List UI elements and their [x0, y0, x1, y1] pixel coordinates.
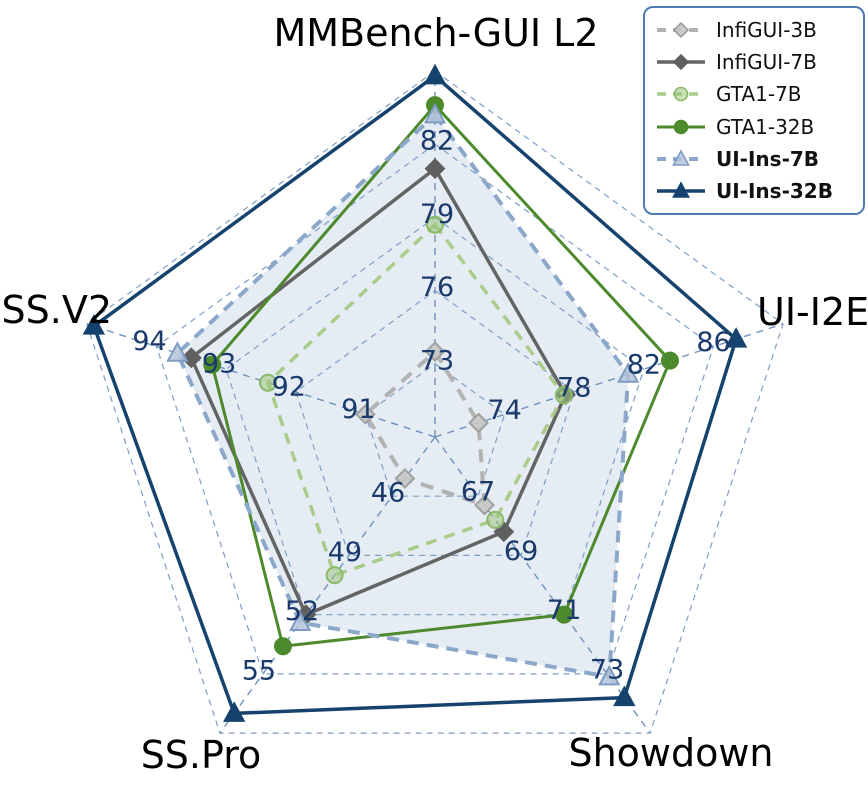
tick-label: 91 [341, 394, 375, 425]
series-GTA1-32B [203, 96, 679, 656]
series-marker-diamond-InfiGUI-3B [474, 494, 495, 516]
series-marker-diamond-InfiGUI-7B [424, 158, 446, 180]
legend-label: GTA1-7B [716, 82, 802, 107]
axis-label-ss-pro: SS.Pro [141, 733, 262, 777]
legend-marker-triangle [672, 149, 690, 166]
legend-marker-circle [673, 119, 689, 134]
grid-ring [364, 363, 506, 497]
legend: InfiGUI-3B InfiGUI-7B GTA1-7B GTA1-32B UI-In… [643, 6, 865, 215]
series-marker-circle-GTA1-7B [486, 510, 505, 529]
tick-label: 79 [420, 199, 454, 230]
series-line-UI-Ins-32B [92, 74, 738, 716]
tick-label: 73 [420, 345, 454, 376]
tick-label: 82 [420, 126, 454, 157]
series-marker-diamond-InfiGUI-3B [468, 412, 489, 434]
legend-label: UI-Ins-32B [716, 178, 833, 203]
tick-label: 76 [420, 272, 454, 303]
tick-label: 67 [461, 477, 495, 508]
series-marker-triangle-UI-Ins-32B [223, 701, 246, 722]
series-marker-triangle-UI-Ins-32B [423, 63, 447, 85]
legend-marker-diamond [672, 54, 690, 71]
series-marker-triangle-UI-Ins-7B [423, 102, 447, 124]
legend-label: InfiGUI-7B [716, 50, 817, 75]
series-UI-Ins-7B [166, 102, 640, 686]
series-marker-circle-GTA1-7B [554, 386, 573, 405]
legend-label: InfiGUI-3B [716, 18, 817, 42]
tick-label: 94 [132, 326, 166, 357]
legend-item-GTA1-7B: GTA1-7B [655, 81, 853, 107]
legend-item-InfiGUI-3B: InfiGUI-3B [655, 17, 853, 43]
tick-label: 55 [242, 655, 276, 686]
tick-label: 86 [696, 327, 730, 358]
series-marker-triangle-UI-Ins-32B [613, 685, 636, 707]
grid-spoke [434, 323, 784, 438]
tick-label: 69 [504, 536, 538, 567]
series-marker-triangle-UI-Ins-32B [82, 314, 106, 335]
legend-item-UI-Ins-7B: UI-Ins-7B [655, 146, 853, 172]
series-marker-diamond-InfiGUI-3B [424, 341, 446, 363]
series-line-InfiGUI-3B [363, 349, 487, 508]
series-marker-diamond-InfiGUI-3B [394, 468, 416, 489]
series-line-InfiGUI-7B [189, 166, 568, 617]
axis-label-mmbench-gui-l2: MMBench-GUI L2 [273, 11, 598, 55]
series-marker-triangle-UI-Ins-7B [598, 664, 621, 686]
tick-label: 49 [328, 537, 362, 568]
legend-marker-circle [673, 87, 689, 102]
tick-label: 78 [557, 372, 591, 403]
tick-labels: 73 76 79 82 74 78 82 86 67 69 71 73 46 49 52 55 91 92 93 94 [132, 126, 730, 687]
series-marker-triangle-UI-Ins-7B [617, 362, 640, 383]
series-marker-triangle-UI-Ins-32B [724, 327, 748, 348]
legend-label: GTA1-32B [716, 114, 815, 139]
tick-label: 46 [371, 478, 405, 509]
legend-swatch-UI-Ins-32B [657, 181, 705, 198]
tick-label: 73 [590, 654, 624, 685]
legend-swatch-InfiGUI-3B [657, 21, 705, 39]
axis-label-ui-i2e: UI-I2E [757, 290, 868, 334]
series-UI-Ins-32B [82, 63, 748, 722]
tick-label: 52 [285, 596, 319, 627]
series-GTA1-7B [258, 215, 573, 585]
tick-label: 93 [202, 349, 236, 380]
tick-label: 71 [547, 595, 581, 626]
series-marker-diamond-InfiGUI-7B [180, 347, 202, 369]
series-InfiGUI-3B [354, 341, 495, 516]
legend-item-InfiGUI-7B: InfiGUI-7B [655, 49, 853, 75]
legend-marker-triangle [672, 181, 690, 198]
grid-ring [295, 289, 575, 557]
series-line-GTA1-7B [266, 222, 566, 577]
legend-swatch-UI-Ins-7B [657, 149, 705, 166]
legend-swatch-InfiGUI-7B [657, 54, 705, 71]
series-line-GTA1-32B [210, 103, 672, 648]
tick-label: 74 [487, 395, 521, 426]
grid-rings [86, 70, 784, 734]
series-line-UI-Ins-7B [175, 112, 631, 679]
axis-titles: MMBench-GUI L2 UI-I2E Showdown SS.Pro SS.V2 [2, 11, 868, 777]
series-marker-triangle-UI-Ins-7B [166, 341, 189, 362]
legend-item-GTA1-32B: GTA1-32B [655, 114, 853, 140]
series-marker-circle-GTA1-32B [203, 355, 222, 374]
legend-item-UI-Ins-32B: UI-Ins-32B [655, 178, 853, 204]
tick-label: 92 [272, 371, 306, 402]
series-marker-circle-GTA1-32B [273, 637, 292, 656]
series-area-UI-Ins-7B [177, 114, 629, 677]
series-marker-diamond-InfiGUI-3B [354, 403, 376, 425]
series-marker-circle-GTA1-7B [258, 373, 277, 392]
series-marker-circle-GTA1-7B [426, 215, 444, 234]
axis-label-ss-v2: SS.V2 [2, 288, 113, 332]
legend-swatch-GTA1-7B [657, 87, 705, 102]
grid-ring [155, 143, 715, 675]
series-marker-circle-GTA1-32B [660, 351, 679, 370]
series-fills [177, 114, 629, 677]
series-marker-circle-GTA1-7B [325, 566, 344, 585]
legend-marker-diamond [672, 21, 690, 39]
axis-label-showdown: Showdown [568, 731, 773, 775]
grid-spoke [219, 436, 436, 734]
series-marker-triangle-UI-Ins-7B [289, 610, 312, 632]
legend-swatch-GTA1-32B [657, 119, 705, 134]
legend-label: UI-Ins-7B [716, 146, 820, 171]
tick-label: 82 [627, 350, 661, 381]
series-marker-circle-GTA1-32B [555, 605, 574, 624]
